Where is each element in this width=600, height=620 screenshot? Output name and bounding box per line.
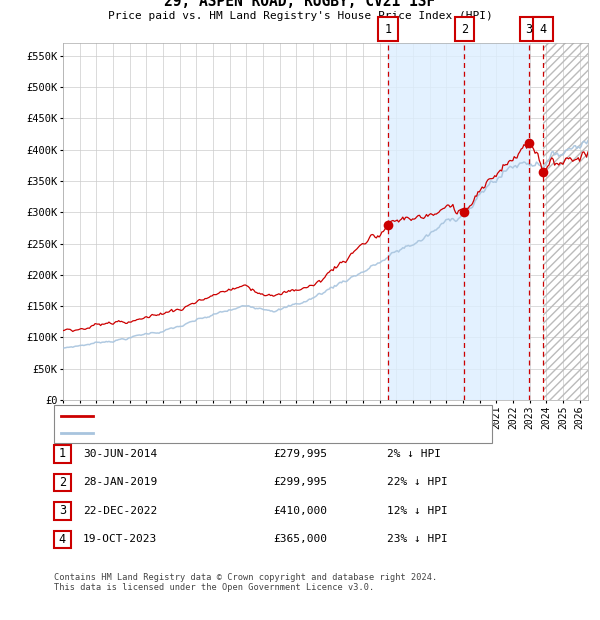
Text: 30-JUN-2014: 30-JUN-2014 [83, 449, 157, 459]
Text: 29, ASPEN ROAD, RUGBY, CV21 1SF: 29, ASPEN ROAD, RUGBY, CV21 1SF [164, 0, 436, 9]
Text: 28-JAN-2019: 28-JAN-2019 [83, 477, 157, 487]
Text: 2: 2 [461, 23, 468, 35]
Text: 3: 3 [59, 505, 66, 517]
Text: 1: 1 [385, 23, 392, 35]
Text: 2: 2 [59, 476, 66, 489]
Text: 1: 1 [59, 448, 66, 460]
Text: 22-DEC-2022: 22-DEC-2022 [83, 506, 157, 516]
Text: £299,995: £299,995 [273, 477, 327, 487]
Text: 3: 3 [526, 23, 533, 35]
Text: 23% ↓ HPI: 23% ↓ HPI [387, 534, 448, 544]
Text: 4: 4 [539, 23, 547, 35]
Text: 12% ↓ HPI: 12% ↓ HPI [387, 506, 448, 516]
Bar [543, 43, 588, 400]
Text: £279,995: £279,995 [273, 449, 327, 459]
Text: Price paid vs. HM Land Registry's House Price Index (HPI): Price paid vs. HM Land Registry's House … [107, 11, 493, 21]
Text: 29, ASPEN ROAD, RUGBY, CV21 1SF (detached house): 29, ASPEN ROAD, RUGBY, CV21 1SF (detache… [99, 410, 399, 420]
Text: HPI: Average price, detached house, Rugby: HPI: Average price, detached house, Rugb… [99, 428, 355, 438]
Text: 19-OCT-2023: 19-OCT-2023 [83, 534, 157, 544]
Bar [388, 43, 529, 400]
Text: 2% ↓ HPI: 2% ↓ HPI [387, 449, 441, 459]
Text: 22% ↓ HPI: 22% ↓ HPI [387, 477, 448, 487]
Text: £410,000: £410,000 [273, 506, 327, 516]
Text: £365,000: £365,000 [273, 534, 327, 544]
Text: 4: 4 [59, 533, 66, 546]
Text: Contains HM Land Registry data © Crown copyright and database right 2024.
This d: Contains HM Land Registry data © Crown c… [54, 573, 437, 592]
